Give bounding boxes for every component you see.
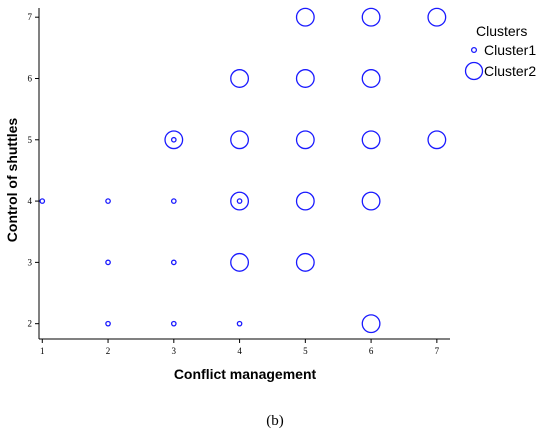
y-tick-label: 2 [28,319,33,329]
point-cluster1 [170,259,177,266]
y-tick-label: 6 [28,73,33,83]
point-cluster1 [170,320,177,327]
x-tick-label: 6 [369,346,374,356]
point-cluster2 [361,130,381,150]
x-tick-label: 4 [237,346,242,356]
legend-title: Clusters [476,23,527,39]
x-tick-label: 3 [172,346,177,356]
point-cluster1 [105,198,111,204]
y-tick-label: 5 [28,135,33,145]
y-axis-title: Control of shuttles [4,118,20,243]
point-cluster2 [164,130,184,150]
y-tick-label: 3 [28,257,33,267]
axes-layer [38,8,450,340]
x-tick-label: 7 [435,346,440,356]
point-cluster2 [230,69,250,88]
point-cluster1 [236,320,243,327]
point-cluster1 [236,198,243,204]
point-cluster2 [295,130,315,150]
y-tick-label: 4 [28,196,33,206]
point-cluster2 [361,7,381,27]
y-tick-label: 7 [28,12,33,22]
point-cluster2 [427,130,447,150]
ticks-layer: 1 2 3 4 5 6 7 2 3 4 5 6 7 [28,12,440,356]
x-tick-label: 2 [106,346,111,356]
point-cluster1 [170,198,177,204]
point-cluster1 [105,320,111,327]
point-cluster2 [230,252,250,272]
legend-marker-cluster2 [464,61,484,81]
points-layer [39,7,447,334]
point-cluster2 [295,69,315,88]
x-axis-title: Conflict management [174,366,317,382]
point-cluster2 [295,252,315,272]
figure-caption: (b) [266,413,284,429]
legend-label-cluster2: Cluster2 [484,63,536,79]
point-cluster2 [230,191,250,211]
legend-marker-cluster1 [470,46,478,54]
x-tick-label: 5 [303,346,308,356]
legend-label-cluster1: Cluster1 [484,42,536,58]
x-tick-label: 1 [40,346,45,356]
point-cluster2 [295,191,315,211]
point-cluster2 [361,314,381,334]
point-cluster2 [361,69,381,88]
point-cluster2 [427,7,447,27]
point-cluster2 [361,191,381,211]
legend: Clusters Cluster1 Cluster2 [464,23,536,81]
point-cluster1 [39,198,46,204]
point-cluster1 [105,259,111,266]
point-cluster2 [295,7,315,27]
point-cluster2 [230,130,250,150]
point-cluster1 [170,136,177,143]
